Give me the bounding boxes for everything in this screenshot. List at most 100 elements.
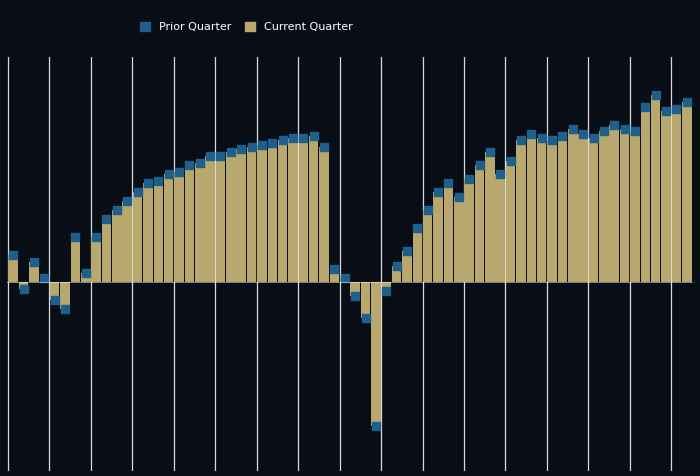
Bar: [516, 140, 526, 282]
Point: [122, 198, 133, 205]
Bar: [464, 178, 474, 282]
Point: [650, 91, 662, 99]
Point: [422, 207, 433, 214]
Bar: [402, 251, 412, 282]
Bar: [205, 156, 215, 282]
Bar: [226, 152, 236, 282]
Point: [578, 130, 589, 138]
Point: [484, 148, 496, 156]
Bar: [216, 156, 225, 282]
Point: [142, 179, 153, 187]
Point: [463, 175, 475, 182]
Point: [661, 107, 672, 115]
Point: [70, 233, 81, 241]
Point: [101, 215, 112, 223]
Bar: [651, 95, 661, 282]
Point: [60, 306, 71, 313]
Bar: [630, 131, 640, 282]
Point: [153, 177, 164, 185]
Bar: [662, 111, 671, 282]
Bar: [60, 282, 70, 309]
Point: [329, 265, 340, 272]
Point: [184, 161, 195, 169]
Bar: [423, 210, 433, 282]
Point: [38, 274, 50, 281]
Bar: [537, 138, 547, 282]
Point: [18, 285, 29, 293]
Point: [547, 137, 558, 144]
Point: [629, 128, 641, 135]
Point: [391, 263, 402, 270]
Bar: [153, 181, 163, 282]
Point: [277, 137, 288, 144]
Bar: [92, 237, 101, 282]
Bar: [620, 129, 629, 282]
Point: [8, 251, 19, 259]
Bar: [496, 174, 505, 282]
Point: [671, 105, 682, 113]
Point: [588, 134, 599, 142]
Bar: [8, 255, 18, 282]
Bar: [351, 282, 360, 296]
Bar: [558, 136, 567, 282]
Bar: [39, 278, 49, 282]
Point: [111, 207, 122, 214]
Bar: [589, 138, 598, 282]
Point: [318, 143, 330, 151]
Bar: [81, 273, 90, 282]
Point: [598, 128, 610, 135]
Point: [132, 188, 144, 196]
Bar: [360, 282, 370, 318]
Bar: [267, 143, 277, 282]
Bar: [340, 278, 349, 282]
Point: [619, 125, 630, 133]
Bar: [102, 219, 111, 282]
Bar: [485, 152, 495, 282]
Bar: [288, 138, 298, 282]
Bar: [29, 262, 38, 282]
Legend: Prior Quarter, Current Quarter: Prior Quarter, Current Quarter: [136, 17, 357, 37]
Bar: [174, 172, 184, 282]
Point: [505, 157, 516, 165]
Point: [474, 161, 485, 169]
Bar: [640, 107, 650, 282]
Bar: [454, 197, 463, 282]
Bar: [433, 192, 443, 282]
Bar: [319, 147, 329, 282]
Point: [215, 152, 226, 160]
Point: [453, 193, 464, 200]
Bar: [122, 201, 132, 282]
Point: [204, 152, 216, 160]
Bar: [237, 149, 246, 282]
Point: [194, 159, 205, 167]
Bar: [299, 138, 308, 282]
Point: [515, 137, 526, 144]
Bar: [309, 136, 318, 282]
Point: [298, 134, 309, 142]
Bar: [330, 268, 340, 282]
Bar: [195, 163, 204, 282]
Point: [370, 422, 382, 430]
Bar: [50, 282, 60, 300]
Bar: [412, 228, 422, 282]
Point: [640, 103, 651, 110]
Bar: [672, 109, 681, 282]
Bar: [526, 134, 536, 282]
Bar: [71, 237, 80, 282]
Point: [163, 170, 174, 178]
Point: [288, 134, 299, 142]
Bar: [547, 140, 556, 282]
Point: [608, 121, 620, 129]
Point: [246, 143, 257, 151]
Point: [360, 314, 371, 322]
Bar: [112, 210, 122, 282]
Bar: [371, 282, 381, 426]
Point: [536, 134, 547, 142]
Bar: [257, 145, 267, 282]
Point: [381, 288, 392, 295]
Point: [681, 99, 692, 106]
Bar: [610, 125, 619, 282]
Bar: [682, 102, 692, 282]
Point: [49, 297, 60, 304]
Point: [401, 247, 412, 255]
